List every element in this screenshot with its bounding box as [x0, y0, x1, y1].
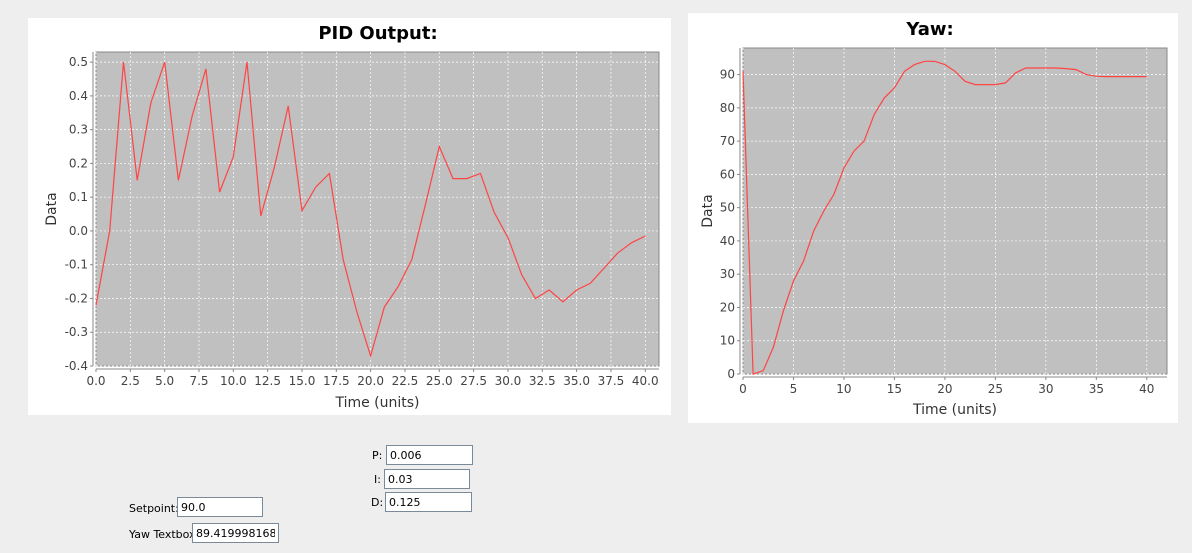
y-tick-label: 70 — [720, 134, 735, 148]
x-tick-label: 7.5 — [189, 374, 208, 388]
x-tick-label: 37.5 — [598, 374, 625, 388]
y-tick-label: -0.2 — [65, 291, 88, 305]
x-tick-label: 5 — [790, 382, 798, 396]
pid-output-chart: PID Output: 0.0 2.5 5.0 7.5 10.0 12.5 15.0 17.5 2… — [44, 23, 660, 411]
yaw-textbox-label: Yaw Textbox — [129, 528, 196, 541]
x-tick-label: 32.5 — [529, 374, 556, 388]
y-axis-label: Data — [44, 192, 60, 225]
y-tick-label: 0 — [727, 367, 735, 381]
x-tick-label: 12.5 — [254, 374, 281, 388]
y-tick-label: 0.1 — [69, 190, 88, 204]
x-tick-label: 30.0 — [495, 374, 522, 388]
chart-title: Yaw: — [905, 19, 953, 40]
x-tick-label: 40.0 — [632, 374, 659, 388]
yaw-textbox-input[interactable] — [192, 523, 279, 543]
series-line — [95, 61, 646, 359]
setpoint-input[interactable] — [177, 497, 263, 517]
series-line — [742, 60, 1147, 375]
x-tick-label: 30 — [1038, 382, 1053, 396]
x-tick-label: 10 — [836, 382, 851, 396]
x-tick-label: 27.5 — [460, 374, 487, 388]
i-label: I: — [374, 473, 381, 486]
y-tick-label: 20 — [720, 300, 735, 314]
p-input[interactable] — [386, 445, 473, 465]
y-tick-label: 60 — [720, 167, 735, 181]
pid-output-chart-panel: PID Output: 0.0 2.5 5.0 7.5 10.0 12.5 15.0 17.5 2… — [28, 18, 671, 415]
y-tick-label: 0.4 — [69, 89, 88, 103]
x-tick-label: 15 — [887, 382, 902, 396]
y-axis-label: Data — [700, 194, 716, 227]
y-tick-label: 10 — [720, 334, 735, 348]
d-input[interactable] — [385, 492, 472, 512]
d-label: D: — [371, 496, 384, 509]
y-tick-label: 30 — [720, 267, 735, 281]
x-tick-label: 5.0 — [155, 374, 174, 388]
x-tick-label: 35.0 — [563, 374, 590, 388]
x-tick-label: 17.5 — [323, 374, 350, 388]
y-tick-label: 90 — [720, 68, 735, 82]
y-tick-label: 50 — [720, 201, 735, 215]
x-tick-label: 20 — [937, 382, 952, 396]
y-tick-label: 0.0 — [69, 224, 88, 238]
x-axis-label: Time (units) — [912, 402, 997, 418]
plot-area — [95, 51, 660, 367]
y-tick-label: 0.2 — [69, 156, 88, 170]
x-tick-label: 0 — [739, 382, 747, 396]
y-tick-label: -0.1 — [65, 258, 88, 272]
plot-area — [742, 47, 1168, 375]
y-tick-label: -0.3 — [65, 325, 88, 339]
yaw-chart: Yaw: 0 5 10 15 20 25 30 35 40 90 80 70 60 50 40 30 20 10 0 T… — [700, 19, 1168, 418]
yaw-chart-panel: Yaw: 0 5 10 15 20 25 30 35 40 90 80 70 60 50 40 30 20 10 0 T… — [688, 13, 1178, 423]
y-tick-label: -0.4 — [65, 359, 88, 373]
chart-title: PID Output: — [318, 23, 437, 44]
x-tick-label: 35 — [1089, 382, 1104, 396]
i-input[interactable] — [384, 469, 470, 489]
x-tick-label: 15.0 — [289, 374, 316, 388]
x-tick-label: 25 — [988, 382, 1003, 396]
x-tick-label: 0.0 — [86, 374, 105, 388]
setpoint-label: Setpoint: — [129, 502, 179, 515]
y-tick-label: 80 — [720, 101, 735, 115]
y-tick-label: 0.3 — [69, 123, 88, 137]
x-tick-label: 10.0 — [220, 374, 247, 388]
y-tick-label: 40 — [720, 234, 735, 248]
x-tick-label: 40 — [1139, 382, 1154, 396]
x-tick-label: 22.5 — [392, 374, 419, 388]
x-tick-label: 20.0 — [357, 374, 384, 388]
p-label: P: — [372, 449, 383, 462]
y-tick-label: 0.5 — [69, 55, 88, 69]
x-axis-label: Time (units) — [334, 395, 419, 411]
x-tick-label: 25.0 — [426, 374, 453, 388]
x-tick-label: 2.5 — [121, 374, 140, 388]
